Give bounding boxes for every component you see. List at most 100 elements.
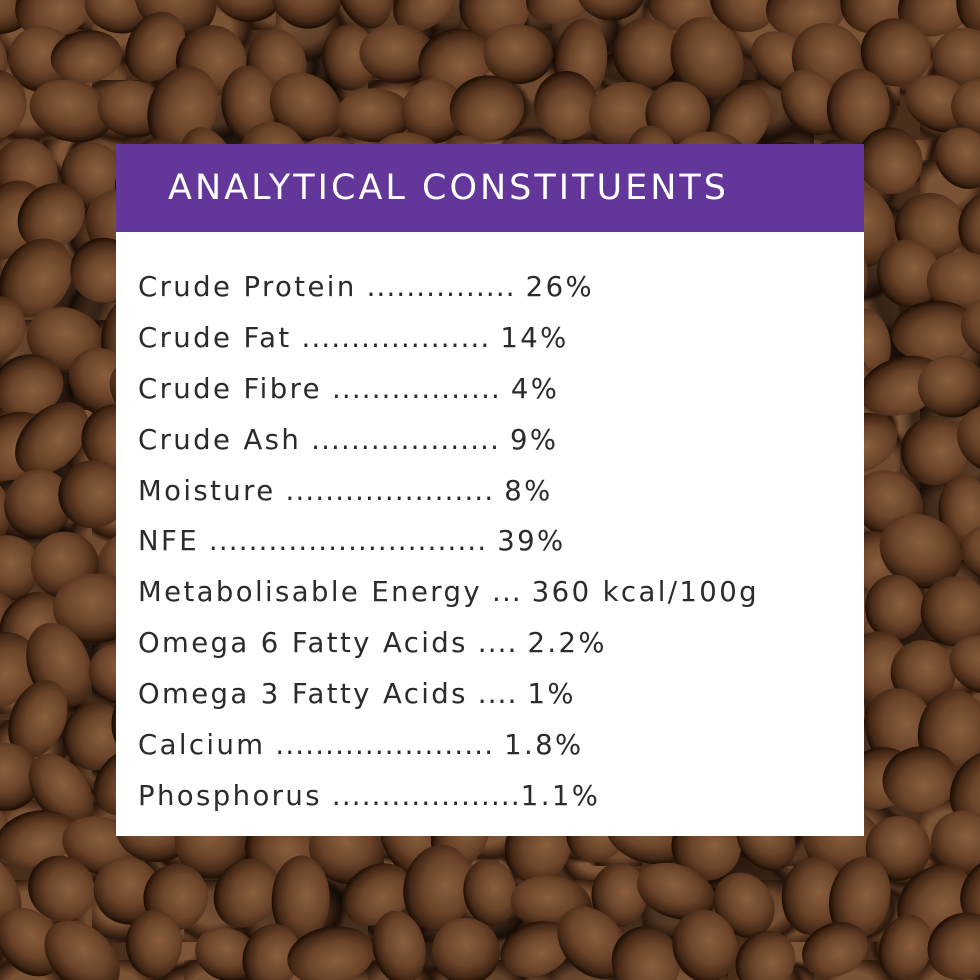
kibble-piece <box>0 810 77 868</box>
kibble-piece <box>670 16 744 101</box>
constituent-label: Moisture <box>138 474 276 507</box>
kibble-piece <box>920 576 980 647</box>
kibble-piece <box>932 27 980 93</box>
leader-dots: ... <box>482 576 532 609</box>
kibble-piece <box>826 69 890 146</box>
leader-dots: ................. <box>322 372 511 405</box>
kibble-piece <box>28 855 95 922</box>
kibble-piece <box>403 844 474 932</box>
kibble-piece <box>958 191 980 256</box>
constituent-value: 4% <box>510 372 560 405</box>
kibble-piece <box>17 183 85 251</box>
leader-dots: ............... <box>356 271 526 303</box>
kibble-piece <box>956 405 980 476</box>
kibble-piece <box>8 680 68 759</box>
constituent-row: Calcium ...................... 1.8% <box>138 720 864 771</box>
constituent-label: Crude Protein <box>138 271 357 303</box>
kibble-piece <box>0 0 35 35</box>
kibble-piece <box>534 70 599 140</box>
kibble-piece <box>891 300 979 363</box>
kibble-piece <box>93 857 162 925</box>
kibble-piece <box>951 78 980 139</box>
kibble-piece <box>0 631 39 709</box>
constituent-value: 39% <box>497 525 566 558</box>
kibble-piece <box>432 917 500 980</box>
constituent-label: Omega 6 Fatty Acids <box>138 627 468 660</box>
kibble-piece <box>781 857 844 935</box>
constituent-label: Metabolisable Energy <box>138 576 483 609</box>
constituent-label: Crude Ash <box>138 423 302 456</box>
kibble-piece <box>336 88 412 143</box>
leader-dots: ................... <box>321 779 521 812</box>
leader-dots: ................... <box>291 321 501 354</box>
kibble-piece <box>0 851 22 929</box>
kibble-piece <box>897 0 980 37</box>
constituent-row: Crude Fibre ................. 4% <box>138 364 864 415</box>
kibble-piece <box>500 921 572 978</box>
constituent-value: 9% <box>510 423 559 456</box>
kibble-piece <box>15 402 89 476</box>
kibble-piece <box>917 355 980 418</box>
constituent-label: NFE <box>138 525 199 558</box>
kibble-piece <box>0 68 27 141</box>
kibble-piece <box>84 0 152 34</box>
kibble-piece <box>372 910 426 980</box>
kibble-piece <box>287 926 375 980</box>
kibble-piece <box>483 24 553 85</box>
kibble-piece <box>393 0 458 32</box>
kibble-piece <box>525 0 597 24</box>
kibble-piece <box>576 0 645 21</box>
kibble-piece <box>960 855 980 930</box>
constituent-row: Crude Fat ................... 14% <box>138 313 864 364</box>
kibble-piece <box>949 635 980 695</box>
kibble-piece <box>342 863 412 926</box>
kibble-piece <box>636 862 716 920</box>
kibble-piece <box>672 909 738 980</box>
constituents-list: Crude Protein ............... 26% Crude … <box>116 232 864 822</box>
kibble-piece <box>781 69 841 136</box>
kibble-piece <box>449 75 525 141</box>
kibble-piece <box>882 746 957 813</box>
constituent-row: Omega 6 Fatty Acids .... 2.2% <box>138 618 864 669</box>
kibble-piece <box>459 0 531 41</box>
kibble-piece <box>0 238 73 318</box>
kibble-piece <box>557 906 629 979</box>
kibble-piece <box>44 920 120 980</box>
leader-dots: .... <box>467 678 528 711</box>
constituent-row: Crude Ash ................... 9% <box>138 415 864 466</box>
kibble-piece <box>359 24 436 84</box>
kibble-piece <box>956 0 980 33</box>
leader-dots: ...................... <box>265 729 505 762</box>
kibble-piece <box>878 914 933 980</box>
kibble-piece <box>709 0 780 33</box>
kibble-piece <box>212 0 284 23</box>
kibble-piece <box>125 11 186 82</box>
constituent-row: Crude Protein ............... 26% <box>138 262 864 313</box>
kibble-piece <box>58 460 127 529</box>
constituent-row: Omega 3 Fatty Acids .... 1% <box>138 669 864 720</box>
kibble-piece <box>865 574 925 640</box>
constituent-row: NFE ............................ 39% <box>138 516 864 567</box>
constituent-label: Crude Fat <box>138 321 292 354</box>
kibble-piece <box>934 127 980 189</box>
constituent-row: Metabolisable Energy ... 360 kcal/100g <box>138 567 864 618</box>
leader-dots: .... <box>467 627 528 660</box>
kibble-piece <box>0 743 41 811</box>
kibble-piece <box>0 296 26 363</box>
kibble-piece <box>336 0 393 29</box>
kibble-piece <box>860 18 931 87</box>
leader-dots: ..................... <box>275 474 505 507</box>
kibble-piece <box>612 18 680 88</box>
constituent-value: 1% <box>527 678 576 711</box>
kibble-piece <box>195 927 259 980</box>
kibble-piece <box>0 907 64 977</box>
constituent-row: Moisture ..................... 8% <box>138 466 864 517</box>
constituent-value: 360 kcal/100g <box>531 576 759 609</box>
kibble-piece <box>242 923 301 980</box>
kibble-piece <box>879 513 962 589</box>
kibble-piece <box>50 30 123 84</box>
kibble-piece <box>927 912 980 980</box>
constituent-value: 26% <box>525 271 594 303</box>
kibble-piece <box>213 858 278 928</box>
kibble-piece <box>4 469 73 539</box>
